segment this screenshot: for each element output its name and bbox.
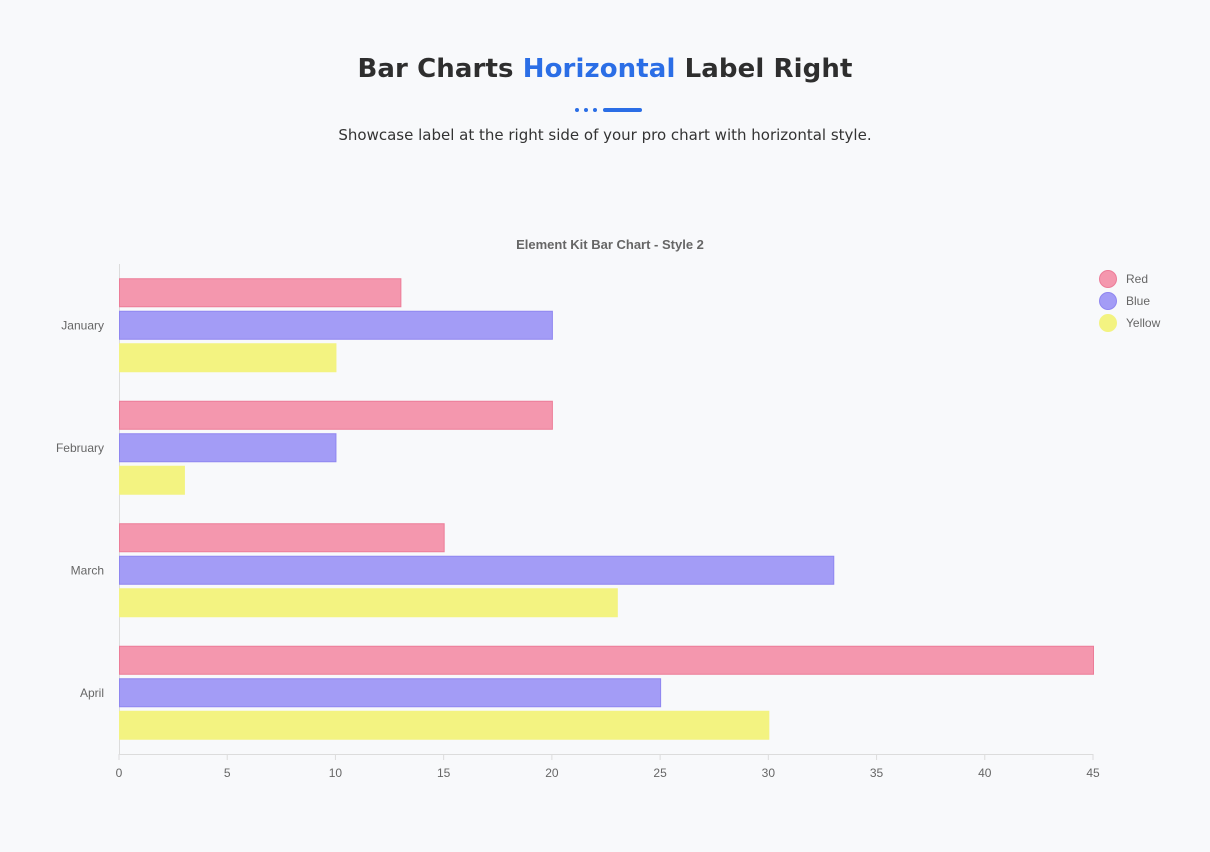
page-subtitle: Showcase label at the right side of your… — [338, 126, 872, 144]
bar-red — [119, 523, 445, 553]
legend-label: Yellow — [1126, 316, 1161, 330]
legend-swatch — [1099, 292, 1117, 310]
bar-blue — [119, 433, 337, 463]
divider-dot — [575, 108, 579, 112]
bar-blue — [119, 310, 553, 340]
divider-dot — [593, 108, 597, 112]
bar-red — [119, 645, 1094, 675]
divider-dot — [584, 108, 588, 112]
x-tick-label: 35 — [870, 766, 884, 780]
bar-red — [119, 278, 402, 308]
divider-bar — [603, 108, 642, 112]
bar-blue — [119, 678, 662, 708]
legend-label: Blue — [1126, 294, 1150, 308]
bar-red — [119, 400, 553, 430]
x-tick-label: 25 — [653, 766, 667, 780]
bar-yellow — [119, 465, 185, 495]
x-tick-label: 45 — [1086, 766, 1100, 780]
y-tick-label: April — [80, 686, 104, 700]
x-tick-label: 10 — [329, 766, 343, 780]
title-part1: Bar Charts — [357, 54, 514, 84]
x-tick-label: 40 — [978, 766, 992, 780]
legend-swatch — [1099, 314, 1117, 332]
bar-yellow — [119, 588, 618, 618]
x-tick-label: 0 — [116, 766, 123, 780]
title-part2: Label Right — [684, 54, 853, 84]
title-accent: Horizontal — [522, 54, 676, 84]
y-tick-label: March — [71, 563, 104, 577]
bar-blue — [119, 555, 835, 585]
bar-yellow — [119, 343, 337, 373]
x-tick-label: 30 — [762, 766, 776, 780]
x-tick-label: 20 — [545, 766, 559, 780]
page-title: Bar Charts Horizontal Label Right — [0, 54, 1210, 84]
x-tick-label: 15 — [437, 766, 451, 780]
x-tick-label: 5 — [224, 766, 231, 780]
bar-yellow — [119, 710, 770, 740]
chart-title: Element Kit Bar Chart - Style 2 — [516, 237, 704, 252]
y-tick-label: January — [61, 318, 104, 332]
legend-label: Red — [1126, 272, 1148, 286]
legend-swatch — [1099, 270, 1117, 288]
y-tick-label: February — [56, 441, 104, 455]
